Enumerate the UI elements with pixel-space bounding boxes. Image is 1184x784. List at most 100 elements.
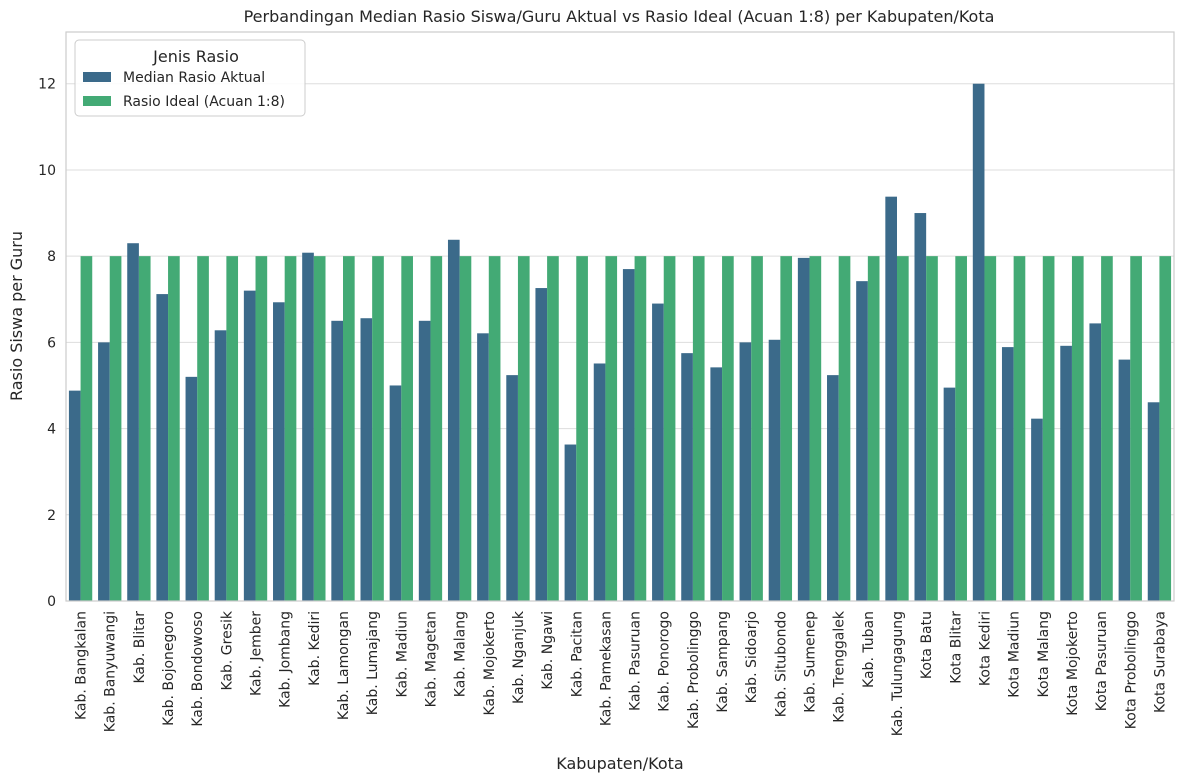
bar-ideal: [1071, 256, 1084, 601]
y-tick-label: 4: [47, 422, 56, 438]
bar-actual: [797, 257, 810, 601]
bar-ideal: [897, 256, 909, 601]
y-tick-label: 12: [38, 77, 56, 93]
x-tick-label: Kab. Trenggalek: [832, 610, 848, 723]
bar-ideal: [663, 256, 676, 601]
bar-ideal: [255, 256, 268, 601]
x-tick-label: Kab. Ponorogo: [657, 611, 673, 712]
bar-actual: [185, 376, 198, 601]
x-axis-label: Kabupaten/Kota: [556, 754, 683, 773]
x-tick-label: Kota Malang: [1036, 611, 1052, 697]
bar-ideal: [1101, 256, 1113, 601]
bar-ideal: [722, 256, 734, 601]
x-tick-label: Kab. Sumenep: [803, 611, 819, 713]
y-tick-label: 6: [47, 335, 56, 351]
bar-ideal: [576, 256, 588, 601]
bar-ideal: [1159, 256, 1172, 601]
x-tick-label: Kab. Jember: [249, 611, 265, 696]
bar-actual: [652, 303, 664, 601]
legend-label-actual: Median Rasio Aktual: [123, 70, 265, 86]
x-tick-label: Kab. Kediri: [307, 611, 323, 686]
bar-ideal: [488, 256, 501, 601]
bar-actual: [477, 333, 489, 601]
bar-ideal: [605, 256, 618, 601]
bar-actual: [360, 318, 373, 601]
x-tick-label: Kab. Bondowoso: [190, 611, 206, 727]
x-tick-label: Kab. Tulungagung: [890, 611, 906, 736]
bar-actual: [98, 342, 110, 601]
x-tick-label: Kab. Lamongan: [336, 611, 352, 720]
x-tick-label: Kab. Banyuwangi: [103, 611, 119, 732]
y-axis: 0 2 4 6 8 10 12: [38, 77, 56, 610]
x-tick-label: Kota Probolinggo: [1123, 611, 1139, 729]
bar-ideal: [138, 256, 151, 601]
bar-ideal: [343, 256, 355, 601]
x-tick-label: Kab. Lumajang: [365, 611, 381, 715]
bar-ideal: [809, 256, 822, 601]
legend-label-ideal: Rasio Ideal (Acuan 1:8): [123, 94, 285, 110]
bar-actual: [564, 444, 577, 601]
legend-frame: [74, 39, 306, 117]
bar-ideal: [780, 256, 793, 601]
bar-actual: [622, 269, 635, 601]
x-tick-label: Kab. Jombang: [278, 611, 294, 708]
bar-actual: [1118, 359, 1131, 601]
x-tick-label: Kab. Probolinggo: [686, 611, 702, 729]
bar-ideal: [109, 256, 122, 601]
bar-actual: [856, 281, 868, 601]
x-tick-label: Kab. Pasuruan: [628, 611, 644, 711]
bar-actual: [768, 339, 781, 601]
bar-actual: [681, 353, 693, 601]
bars: [68, 83, 1172, 601]
bar-ideal: [197, 256, 209, 601]
bar-ideal: [459, 256, 472, 601]
bar-ideal: [517, 256, 530, 601]
bar-ideal: [80, 256, 93, 601]
bar-ideal: [926, 256, 938, 601]
x-tick-label: Kab. Gresik: [219, 610, 235, 690]
bar-actual: [273, 302, 285, 601]
bar-ideal: [168, 256, 180, 601]
chart-title: Perbandingan Median Rasio Siswa/Guru Akt…: [244, 7, 995, 26]
bar-actual: [710, 367, 723, 601]
bar-actual: [68, 390, 81, 601]
bar-actual: [156, 294, 169, 601]
bar-actual: [914, 213, 927, 601]
bar-actual: [1060, 345, 1072, 601]
bar-ideal: [838, 256, 851, 601]
bar-ideal: [313, 256, 326, 601]
bar-ideal: [955, 256, 967, 601]
x-tick-label: Kab. Malang: [453, 611, 469, 697]
bar-actual: [243, 290, 256, 601]
y-tick-label: 0: [47, 594, 56, 610]
bar-ideal: [284, 256, 297, 601]
y-axis-label: Rasio Siswa per Guru: [7, 231, 26, 401]
x-tick-label: Kota Surabaya: [1152, 611, 1168, 713]
legend-swatch-actual: [83, 72, 111, 82]
bar-ideal: [751, 256, 763, 601]
x-tick-label: Kab. Nganjuk: [511, 610, 527, 704]
bar-actual: [972, 83, 985, 601]
legend: Jenis Rasio Median Rasio Aktual Rasio Id…: [74, 39, 306, 117]
bar-ideal: [1013, 256, 1026, 601]
x-tick-label: Kab. Sampang: [715, 611, 731, 713]
bar-actual: [418, 320, 431, 601]
bar-ideal: [226, 256, 239, 601]
bar-actual: [331, 320, 343, 601]
bar-ideal: [401, 256, 413, 601]
bar-ideal: [984, 256, 997, 601]
x-tick-label: Kota Madiun: [1007, 611, 1023, 698]
x-tick-label: Kab. Madiun: [394, 611, 410, 697]
bar-actual: [214, 330, 227, 601]
bar-actual: [506, 375, 518, 601]
bar-actual: [127, 243, 139, 601]
y-tick-label: 2: [47, 508, 56, 524]
bar-actual: [593, 363, 606, 601]
x-tick-label: Kab. Tuban: [861, 611, 877, 688]
x-axis: Kab. Bangkalan Kab. Banyuwangi Kab. Blitar…: [74, 610, 1169, 736]
x-tick-label: Kota Blitar: [948, 611, 964, 684]
bar-actual: [1031, 418, 1043, 601]
x-tick-label: Kota Kediri: [977, 611, 993, 686]
bar-actual: [885, 196, 897, 601]
